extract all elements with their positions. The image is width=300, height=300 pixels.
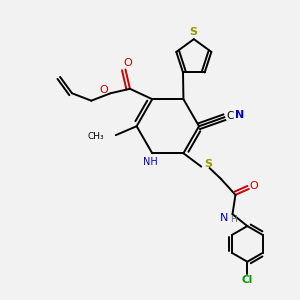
Text: H: H — [231, 215, 237, 224]
Text: N: N — [235, 110, 244, 120]
Text: NH: NH — [143, 157, 158, 167]
Text: O: O — [124, 58, 132, 68]
Text: N: N — [220, 213, 228, 223]
Text: O: O — [250, 181, 259, 191]
Text: O: O — [100, 85, 109, 95]
Text: S: S — [189, 27, 197, 37]
Text: C: C — [226, 110, 233, 121]
Text: Cl: Cl — [242, 275, 253, 285]
Text: S: S — [204, 159, 212, 169]
Text: CH₃: CH₃ — [88, 132, 104, 141]
